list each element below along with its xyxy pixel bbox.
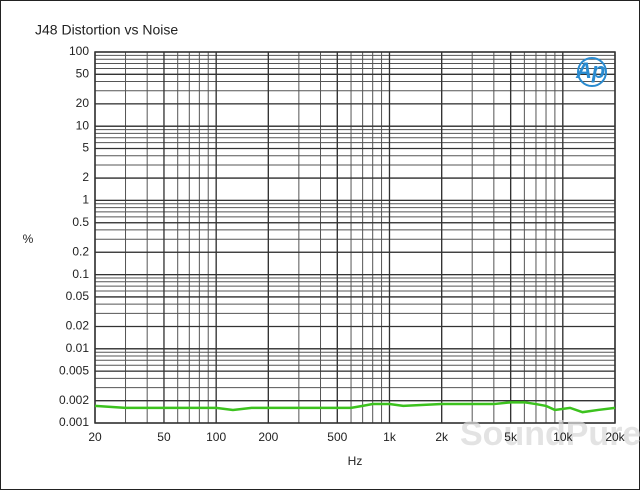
x-tick-label: 20k <box>605 430 625 444</box>
x-tick-label: 100 <box>206 430 226 444</box>
watermark: SoundPure <box>460 415 640 453</box>
y-tick-label: 1 <box>82 193 89 207</box>
x-tick-label: 50 <box>157 430 171 444</box>
y-axis-label: % <box>23 232 34 246</box>
plot-area <box>94 401 616 414</box>
x-tick-label: 1k <box>383 430 397 444</box>
y-tick-label: 5 <box>82 141 89 155</box>
y-tick-label: 20 <box>76 96 90 110</box>
x-tick-label: 2k <box>435 430 449 444</box>
grid <box>94 51 616 424</box>
plot-border <box>94 51 616 424</box>
y-tick-label: 0.005 <box>59 363 89 377</box>
y-tick-label: 0.05 <box>66 289 90 303</box>
x-tick-label: 10k <box>553 430 573 444</box>
y-tick-label: 0.01 <box>66 341 90 355</box>
y-tick-label: 0.1 <box>72 267 89 281</box>
chart-title: J48 Distortion vs Noise <box>35 22 178 38</box>
y-tick-label: 0.002 <box>59 393 89 407</box>
y-tick-label: 100 <box>69 44 89 58</box>
x-tick-label: 20 <box>88 430 102 444</box>
y-tick-label: 0.5 <box>72 215 89 229</box>
y-tick-label: 0.02 <box>66 319 90 333</box>
y-tick-label: 10 <box>76 118 90 132</box>
y-tick-label: 50 <box>76 67 90 81</box>
x-axis-label: Hz <box>348 454 363 468</box>
y-tick-label: 2 <box>82 170 89 184</box>
x-tick-label: 5k <box>504 430 518 444</box>
data-line <box>94 401 616 414</box>
logo-ring <box>577 57 607 87</box>
y-tick-label: 0.2 <box>72 244 89 258</box>
logo: Ap <box>575 58 605 83</box>
x-tick-label: 500 <box>327 430 347 444</box>
y-tick-label: 0.001 <box>59 415 89 429</box>
x-tick-label: 200 <box>258 430 278 444</box>
